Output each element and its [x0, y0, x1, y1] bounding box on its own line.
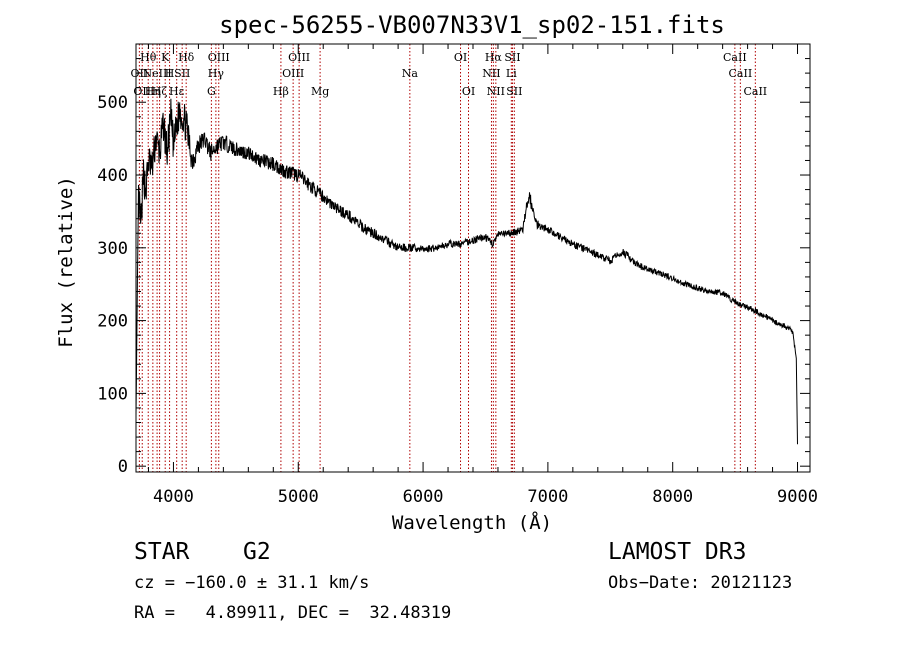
axis-ticks: 4000 5000 6000 7000 8000 9000 0 100 200 300 400 500 [97, 44, 818, 507]
line-label-7: H [165, 67, 175, 80]
chart-title: spec-56255-VB007N33V1_sp02-151.fits [219, 11, 725, 39]
line-label-5: Hζ [152, 85, 168, 98]
survey-name: LAMOST DR3 [608, 539, 747, 565]
line-label-26: SII [506, 85, 522, 98]
line-label-23: NII [487, 85, 505, 98]
line-label-20: OI [462, 85, 475, 98]
line-label-1: OII [133, 85, 151, 98]
line-label-2: Hθ [140, 51, 157, 64]
line-label-19: OI [454, 51, 467, 64]
line-label-14: Hβ [273, 85, 289, 98]
line-label-28: CaII [729, 67, 753, 80]
line-label-6: K [161, 51, 170, 64]
object-class: STAR [134, 539, 190, 565]
spectrum-series-line [135, 98, 798, 445]
y-axis-label: Flux (relative) [55, 176, 77, 348]
line-label-4: NeIII [143, 67, 172, 80]
coordinates: RA = 4.89911, DEC = 32.48319 [134, 603, 452, 623]
x-tick-label-0: 4000 [153, 487, 194, 507]
line-label-9: SII [174, 67, 190, 80]
spectral-lines-layer [138, 44, 756, 472]
line-label-10: Hδ [178, 51, 195, 64]
y-tick-label-0: 0 [118, 457, 128, 477]
spectral-line-labels: OIIOIIHθHηNeIIIHζKHHεSIIHδGHγOIIIHβOIIIO… [131, 51, 768, 98]
line-label-11: G [207, 85, 216, 98]
line-label-22: Hα [485, 51, 503, 64]
y-tick-label-4: 400 [97, 166, 128, 186]
line-label-16: OIII [288, 51, 310, 64]
line-label-21: NII [482, 67, 500, 80]
object-subclass: G2 [243, 539, 271, 565]
line-label-27: CaII [723, 51, 747, 64]
line-label-29: CaII [743, 85, 767, 98]
x-tick-label-5: 9000 [777, 487, 818, 507]
line-label-3: Hη [145, 85, 161, 98]
x-tick-label-2: 6000 [403, 487, 444, 507]
x-axis-label: Wavelength (Å) [392, 511, 552, 534]
line-label-17: Mg [311, 85, 329, 98]
line-label-12: Hγ [208, 67, 225, 80]
x-tick-label-3: 7000 [527, 487, 568, 507]
y-tick-label-3: 300 [97, 239, 128, 259]
line-label-25: SII [504, 51, 520, 64]
x-tick-label-1: 5000 [278, 487, 319, 507]
redshift-velocity: cz = −160.0 ± 31.1 km/s [134, 573, 370, 593]
line-label-13: OIII [208, 51, 230, 64]
plot-frame [135, 43, 811, 473]
y-tick-label-5: 500 [97, 93, 128, 113]
y-tick-label-2: 200 [97, 312, 128, 332]
y-tick-label-1: 100 [97, 384, 128, 404]
observation-date: Obs−Date: 20121123 [608, 573, 793, 593]
x-tick-label-4: 8000 [652, 487, 693, 507]
line-label-8: Hε [169, 85, 185, 98]
line-label-24: Li [506, 67, 517, 80]
line-label-15: OIII [282, 67, 304, 80]
line-label-18: Na [402, 67, 419, 80]
